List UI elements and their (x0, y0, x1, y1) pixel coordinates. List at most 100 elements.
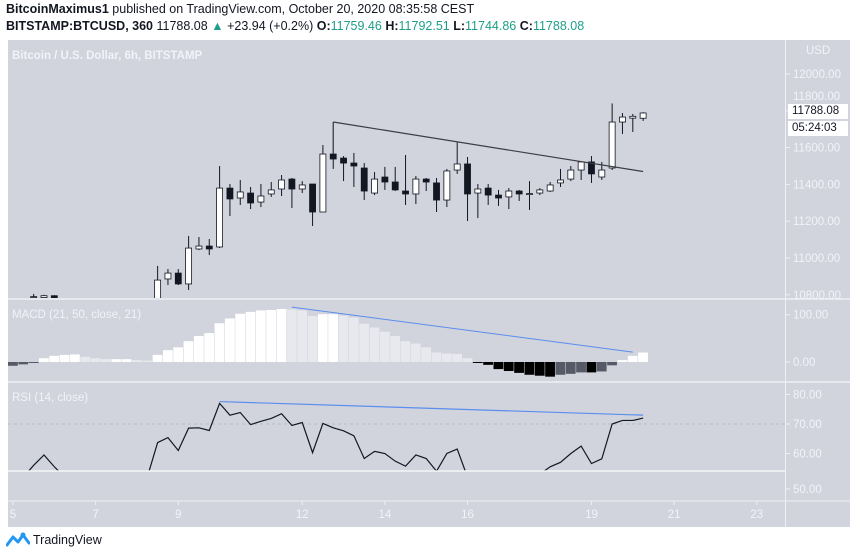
high-value: 11792.51 (398, 19, 450, 33)
macd-histogram-bar (596, 362, 607, 372)
macd-histogram-bar (390, 335, 401, 362)
price-pane (30, 103, 647, 298)
price-axis-label: 10800.00 (793, 290, 841, 302)
macd-histogram-bar (607, 362, 617, 366)
rsi-line (27, 454, 60, 471)
macd-histogram-bar (121, 359, 132, 362)
macd-histogram-bar (100, 359, 111, 362)
macd-histogram-bar (555, 362, 566, 375)
rsi-line (148, 402, 466, 471)
time-axis-label: 7 (92, 509, 98, 521)
price-axis-label: 11600.00 (793, 143, 840, 155)
open-label: O: (316, 19, 331, 33)
macd-histogram-bar (276, 309, 287, 362)
macd-histogram-bar (0, 362, 7, 368)
macd-histogram-bar (565, 362, 576, 374)
macd-histogram-bar (462, 358, 473, 362)
candle-up (257, 195, 265, 203)
candle-down (381, 176, 389, 183)
open-value: 11759.46 (330, 19, 382, 33)
candle-down (247, 192, 254, 204)
macd-histogram-bar (38, 358, 49, 362)
close-label: C: (519, 19, 533, 33)
time-axis-label: 12 (296, 509, 309, 521)
chart-background (8, 40, 850, 527)
candle-down (464, 163, 471, 195)
candle-up (557, 179, 564, 184)
publish-text: published on TradingView.com, October 20… (112, 2, 475, 16)
macd-histogram-bar (59, 354, 70, 362)
publish-info: BitcoinMaximus1 published on TradingView… (6, 2, 474, 16)
chart-title: Bitcoin / U.S. Dollar, 6h, BITSTAMP (12, 50, 203, 62)
macd-histogram-bar (534, 362, 545, 376)
rsi-trendline (219, 400, 644, 416)
macd-histogram-bar (173, 347, 184, 362)
candle-up (608, 121, 616, 169)
macd-histogram-bar (193, 335, 204, 362)
low-value: 11744.86 (465, 19, 517, 33)
candle-down (495, 194, 502, 199)
candle-up (216, 187, 224, 248)
candle-down (288, 178, 296, 190)
axes[interactable]: 12000.00 11800.00 11600.00 11400.00 11200.00… (10, 69, 841, 521)
macd-histogram-bar (328, 314, 339, 362)
macd-histogram-bar (627, 355, 638, 362)
macd-histogram-bar (245, 311, 256, 362)
candle-up (195, 245, 203, 250)
candle-up (412, 178, 420, 195)
macd-histogram-bar (400, 341, 411, 362)
brand-name: TradingView (33, 533, 102, 547)
candle-down (433, 182, 440, 201)
macd-histogram-bar (514, 362, 524, 373)
time-axis-label: 19 (585, 509, 598, 521)
macd-histogram-bar (131, 360, 142, 362)
macd-histogram-bar (431, 352, 442, 362)
candle-up (474, 188, 482, 194)
macd-histogram-bar (493, 362, 504, 370)
time-axis-label: 9 (175, 509, 181, 521)
candle-up (185, 247, 193, 285)
triangle-up-icon: ▲ (211, 19, 224, 33)
candle-down (174, 272, 182, 285)
candle-up (319, 153, 327, 213)
macd-histogram-bar (204, 333, 215, 362)
price-trendline (333, 121, 644, 173)
candle-up (629, 115, 637, 119)
macd-histogram-bar (617, 360, 628, 362)
time-axis-label: 5 (10, 509, 16, 521)
rsi-axis-label: 70.00 (793, 419, 822, 431)
macd-histogram-bar (224, 318, 235, 362)
macd-histogram-bar (317, 314, 328, 362)
rsi-line (543, 417, 644, 471)
tradingview-logo[interactable]: TradingView (6, 532, 102, 548)
author-name[interactable]: BitcoinMaximus1 (6, 2, 109, 16)
macd-histogram-bar (472, 362, 483, 363)
macd-histogram-bar (348, 317, 359, 362)
candle-down (402, 190, 409, 195)
macd-pane (0, 306, 648, 377)
last-price-label: 11788.08 (788, 104, 848, 119)
candle-up (267, 189, 275, 195)
symbol-info: BITSTAMP:BTCUSD, 360 11788.08 ▲ +23.94 (… (6, 19, 584, 33)
macd-histogram-bar (111, 359, 122, 362)
macd-histogram-bar (297, 310, 308, 362)
macd-histogram-bar (441, 353, 452, 362)
symbol: BITSTAMP:BTCUSD, 360 (6, 19, 154, 33)
macd-histogram-bar (307, 316, 318, 362)
time-axis-label: 16 (461, 509, 474, 521)
macd-histogram-bar (359, 323, 370, 362)
macd-histogram-bar (452, 353, 462, 362)
candle-down (350, 162, 358, 167)
price-axis-label: 11000.00 (793, 253, 840, 265)
candle-up (619, 116, 626, 123)
rsi-label[interactable]: RSI (14, close) (12, 392, 89, 404)
candle-up (546, 184, 554, 192)
macd-histogram-bar (483, 362, 493, 365)
candle-down (391, 181, 399, 191)
candle-up (154, 279, 162, 298)
candle-up (639, 112, 647, 119)
candle-up (598, 169, 606, 178)
macd-histogram-bar (503, 362, 514, 371)
macd-label[interactable]: MACD (21, 50, close, 21) (12, 309, 142, 321)
